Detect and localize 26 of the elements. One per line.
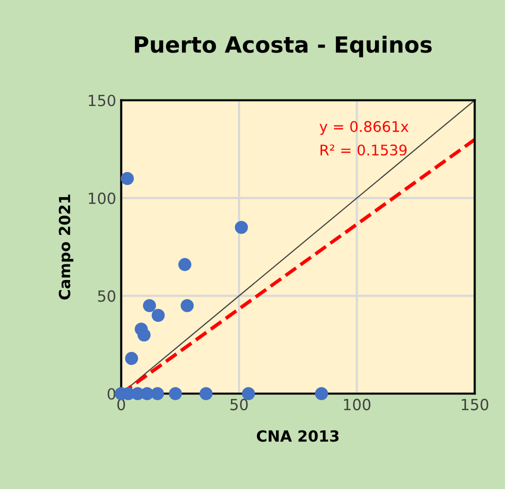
x-axis-title: CNA 2013	[256, 430, 339, 442]
point	[150, 387, 164, 400]
point	[142, 299, 156, 312]
y-tick-label: 100	[88, 192, 116, 204]
point	[152, 308, 165, 322]
y-tick-label: 50	[98, 290, 116, 302]
x-tick-label: 50	[230, 398, 248, 410]
y-axis-title: Campo 2021	[58, 194, 74, 300]
x-tick-label: 100	[344, 398, 370, 410]
x-tick-label: 150	[462, 398, 488, 410]
point	[120, 172, 134, 185]
point	[138, 328, 151, 342]
point	[168, 387, 182, 400]
point	[242, 387, 255, 400]
annotation: y = 0.8661x	[320, 121, 408, 135]
point	[178, 258, 192, 272]
y-tick-label: 0	[108, 388, 116, 400]
y-tick-label: 150	[88, 94, 116, 106]
point	[140, 387, 154, 400]
point	[125, 352, 138, 365]
point	[200, 387, 213, 400]
point	[180, 299, 194, 312]
annotation: R² = 0.1539	[320, 144, 407, 156]
point	[315, 387, 328, 400]
chart-title: Puerto Acosta - Equinos	[134, 36, 432, 58]
point	[234, 220, 248, 234]
